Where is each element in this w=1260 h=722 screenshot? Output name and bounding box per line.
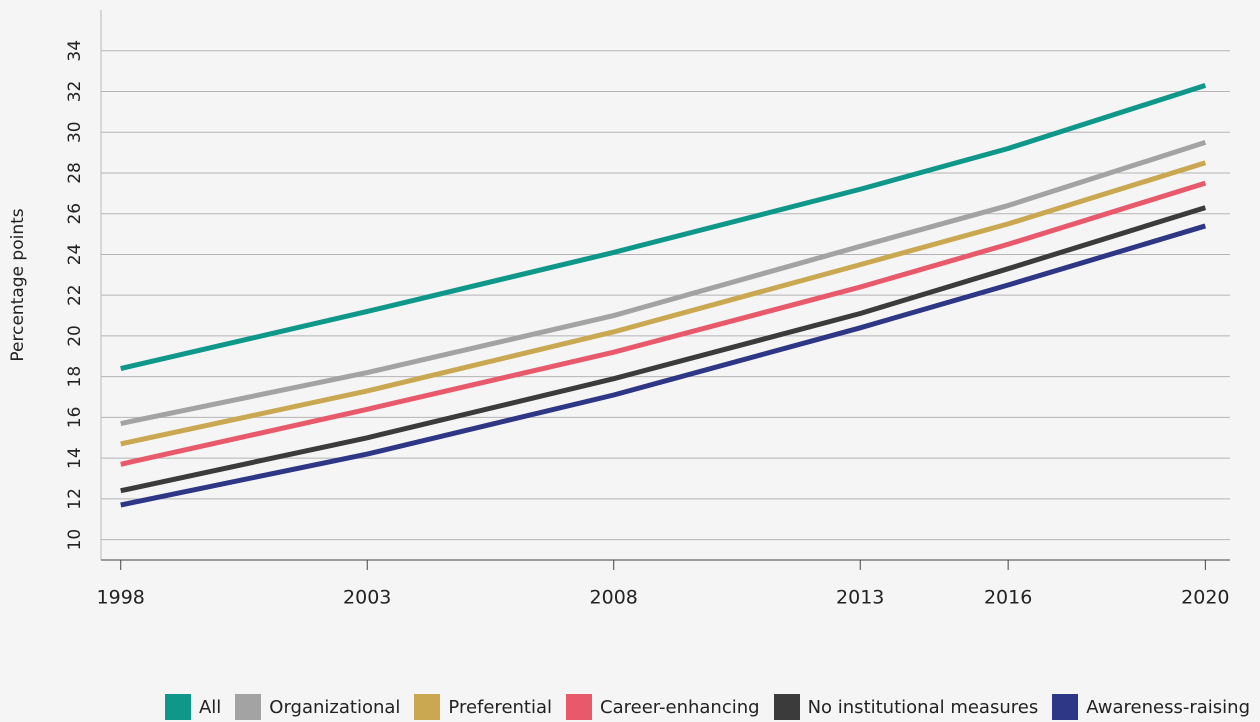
y-tick-label: 24: [65, 244, 85, 266]
x-tick-label: 2008: [590, 587, 638, 609]
legend-item: All: [164, 694, 222, 720]
legend-item: Preferential: [414, 694, 552, 720]
x-tick-label: 1998: [97, 587, 145, 609]
legend: All Organizational Preferential Career-enha…: [0, 694, 1250, 720]
y-axis-label: Percentage points: [8, 208, 28, 361]
legend-swatch: [773, 694, 800, 720]
series-line: [120, 140, 1207, 426]
legend-label: No institutional measures: [807, 696, 1039, 718]
legend-label: All: [198, 696, 222, 718]
legend-swatch: [1052, 694, 1079, 720]
series-line: [120, 205, 1207, 494]
y-tick-label: 14: [65, 447, 85, 469]
legend-swatch: [566, 694, 593, 720]
series-line: [120, 160, 1207, 447]
y-tick-label: 34: [65, 40, 85, 62]
legend-label: Career-enhancing: [600, 696, 760, 718]
x-tick-label: 2016: [984, 587, 1032, 609]
y-tick-label: 16: [65, 407, 85, 429]
legend-item: Awareness-raising: [1052, 694, 1250, 720]
y-tick-label: 18: [65, 366, 85, 388]
y-tick-label: 10: [65, 529, 85, 551]
y-tick-label: 22: [65, 284, 85, 306]
y-tick-label: 26: [65, 203, 85, 225]
x-tick-label: 2003: [343, 587, 391, 609]
legend-label: Preferential: [448, 696, 553, 718]
y-tick-label: 32: [65, 81, 85, 103]
legend-item: Career-enhancing: [566, 694, 760, 720]
legend-swatch: [164, 694, 191, 720]
legend-swatch: [414, 694, 441, 720]
x-tick-label: 2020: [1181, 587, 1229, 609]
series-line: [120, 82, 1207, 371]
legend-item: Organizational: [235, 694, 400, 720]
legend-label: Awareness-raising: [1086, 696, 1250, 718]
y-tick-label: 30: [65, 121, 85, 143]
y-tick-label: 20: [65, 325, 85, 347]
y-tick-label: 28: [65, 162, 85, 184]
x-tick-label: 2013: [836, 587, 884, 609]
legend-item: No institutional measures: [773, 694, 1039, 720]
series-line: [120, 180, 1207, 467]
chart: Percentage points 10 12 14 16 18 20 22 24 26 28 30…: [8, 10, 1230, 609]
y-tick-label: 12: [65, 488, 85, 510]
series-line: [120, 223, 1207, 508]
legend-label: Organizational: [269, 696, 401, 718]
legend-swatch: [235, 694, 262, 720]
